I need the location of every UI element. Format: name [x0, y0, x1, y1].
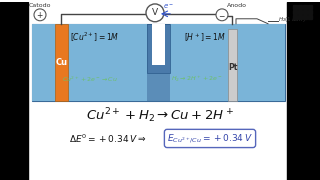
Text: $-$: $-$	[218, 10, 226, 19]
Text: V: V	[152, 8, 158, 17]
Bar	[152, 24, 165, 65]
Bar	[228, 29, 237, 101]
Text: $H_2\rightarrow 2H^++2e^-$: $H_2\rightarrow 2H^++2e^-$	[171, 74, 223, 84]
Circle shape	[216, 9, 228, 21]
Bar	[170, 24, 285, 101]
Bar	[147, 24, 170, 73]
Bar	[32, 24, 285, 101]
Text: $H_2(1\,atm)$: $H_2(1\,atm)$	[278, 15, 306, 24]
Text: Anodo: Anodo	[227, 3, 247, 8]
Text: Cu: Cu	[55, 58, 68, 67]
Text: $Cu^{2+} + H_2 \rightarrow Cu + 2H^+$: $Cu^{2+} + H_2 \rightarrow Cu + 2H^+$	[86, 106, 234, 125]
Circle shape	[34, 9, 46, 21]
Text: $+$: $+$	[36, 10, 44, 20]
Bar	[287, 2, 320, 180]
Text: $[Cu^{2+}]=1M$: $[Cu^{2+}]=1M$	[70, 31, 120, 44]
Bar	[32, 24, 147, 101]
Text: $\Delta E^0 = +0.34\,V \Rightarrow$: $\Delta E^0 = +0.34\,V \Rightarrow$	[69, 132, 147, 145]
Text: $E_{Cu^{2+}/Cu} = +0.34\,V$: $E_{Cu^{2+}/Cu} = +0.34\,V$	[167, 132, 253, 145]
Circle shape	[146, 4, 164, 22]
Bar	[55, 24, 68, 101]
Bar	[0, 2, 28, 180]
Text: Pt: Pt	[228, 63, 237, 72]
Text: $Cu^{2+}+2e^-\rightarrow Cu$: $Cu^{2+}+2e^-\rightarrow Cu$	[62, 75, 118, 84]
Text: $[H^+]=1M$: $[H^+]=1M$	[184, 31, 226, 44]
Text: Catodo: Catodo	[29, 3, 51, 8]
Text: $e^-$: $e^-$	[164, 2, 175, 11]
